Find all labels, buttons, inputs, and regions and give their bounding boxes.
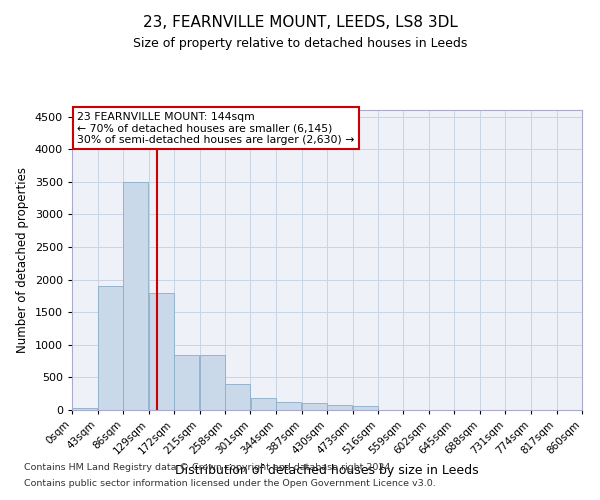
Bar bbox=[123, 182, 148, 410]
Text: 23, FEARNVILLE MOUNT, LEEDS, LS8 3DL: 23, FEARNVILLE MOUNT, LEEDS, LS8 3DL bbox=[143, 15, 457, 30]
Bar bbox=[302, 404, 327, 410]
Bar bbox=[98, 286, 123, 410]
Bar bbox=[353, 406, 378, 410]
Bar bbox=[251, 398, 276, 410]
Text: Contains HM Land Registry data © Crown copyright and database right 2024.: Contains HM Land Registry data © Crown c… bbox=[24, 464, 394, 472]
Bar bbox=[72, 408, 97, 410]
X-axis label: Distribution of detached houses by size in Leeds: Distribution of detached houses by size … bbox=[175, 464, 479, 477]
Bar bbox=[174, 354, 199, 410]
Text: 23 FEARNVILLE MOUNT: 144sqm
← 70% of detached houses are smaller (6,145)
30% of : 23 FEARNVILLE MOUNT: 144sqm ← 70% of det… bbox=[77, 112, 355, 144]
Text: Contains public sector information licensed under the Open Government Licence v3: Contains public sector information licen… bbox=[24, 478, 436, 488]
Bar bbox=[200, 354, 225, 410]
Bar bbox=[327, 405, 352, 410]
Y-axis label: Number of detached properties: Number of detached properties bbox=[16, 167, 29, 353]
Bar bbox=[276, 402, 301, 410]
Bar bbox=[225, 384, 250, 410]
Bar bbox=[149, 292, 174, 410]
Text: Size of property relative to detached houses in Leeds: Size of property relative to detached ho… bbox=[133, 38, 467, 51]
